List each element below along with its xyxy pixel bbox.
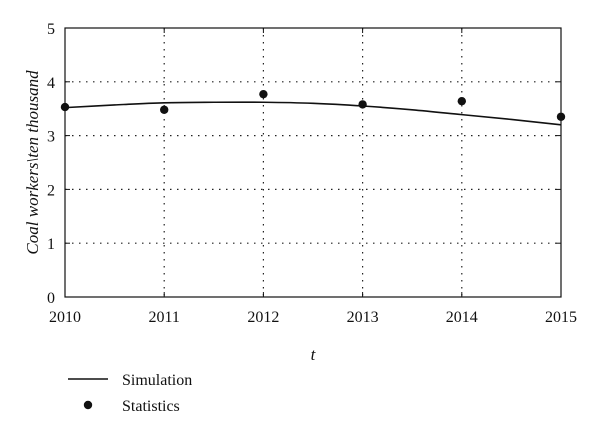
y-tick-label-0: 0 — [47, 290, 55, 307]
x-tick-label-2015: 2015 — [545, 309, 577, 326]
series-layer — [60, 89, 566, 126]
axis-ticks: 2010 2011 2012 2013 2014 2015 0 1 2 3 4 5 — [47, 21, 577, 326]
statistics-point-2010 — [60, 102, 70, 112]
x-axis-label: t — [311, 345, 317, 364]
legend: Simulation Statistics — [68, 372, 192, 415]
x-tick-label-2012: 2012 — [247, 309, 279, 326]
x-tick-label-2011: 2011 — [148, 309, 179, 326]
x-tick-label-2013: 2013 — [347, 309, 379, 326]
plot-frame — [64, 27, 562, 298]
statistics-point-2014 — [457, 96, 466, 106]
y-tick-label-4: 4 — [47, 75, 55, 92]
grid — [65, 28, 561, 297]
x-tick-label-2010: 2010 — [49, 309, 81, 326]
legend-statistics-label: Statistics — [122, 398, 180, 415]
y-tick-label-3: 3 — [47, 129, 55, 146]
legend-simulation-label: Simulation — [122, 372, 192, 389]
y-tick-label-5: 5 — [47, 21, 55, 38]
x-tick-label-2014: 2014 — [446, 309, 478, 326]
y-tick-label-2: 2 — [47, 182, 55, 199]
statistics-point-2012 — [259, 89, 268, 99]
statistics-point-2013 — [358, 100, 367, 109]
statistics-point-2015 — [556, 112, 566, 121]
y-axis-label: Coal workers\ten thousand — [23, 70, 42, 255]
statistics-point-2011 — [160, 105, 169, 114]
y-tick-label-1: 1 — [47, 236, 55, 253]
simulation-line — [64, 101, 562, 126]
legend-statistics-swatch — [83, 400, 93, 410]
